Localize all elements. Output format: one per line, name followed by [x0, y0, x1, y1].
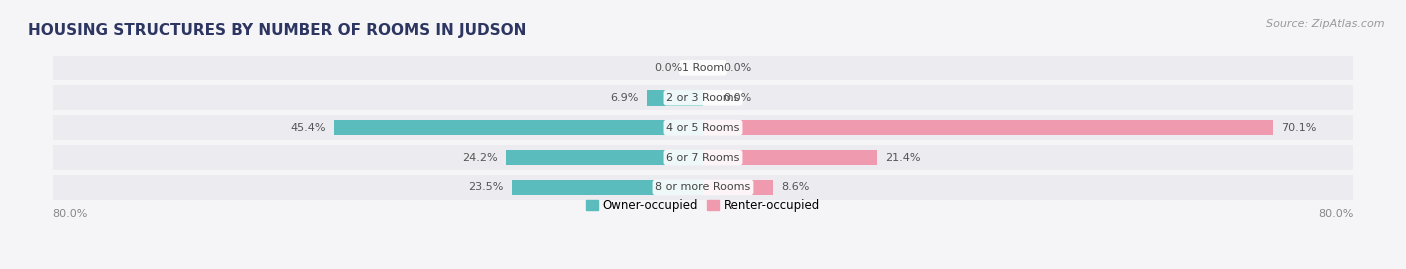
Text: 4 or 5 Rooms: 4 or 5 Rooms — [666, 123, 740, 133]
Bar — [52, 175, 1354, 200]
Bar — [52, 115, 1354, 140]
Text: 80.0%: 80.0% — [52, 209, 89, 219]
Bar — [512, 180, 703, 195]
Text: HOUSING STRUCTURES BY NUMBER OF ROOMS IN JUDSON: HOUSING STRUCTURES BY NUMBER OF ROOMS IN… — [28, 23, 526, 38]
Text: 6 or 7 Rooms: 6 or 7 Rooms — [666, 153, 740, 162]
Bar — [52, 86, 1354, 110]
Text: 8 or more Rooms: 8 or more Rooms — [655, 182, 751, 192]
Text: 23.5%: 23.5% — [468, 182, 503, 192]
Bar — [647, 90, 703, 105]
Text: 24.2%: 24.2% — [463, 153, 498, 162]
Text: 1 Room: 1 Room — [682, 63, 724, 73]
Text: 45.4%: 45.4% — [290, 123, 326, 133]
Text: 2 or 3 Rooms: 2 or 3 Rooms — [666, 93, 740, 103]
Text: 0.0%: 0.0% — [723, 63, 752, 73]
Text: 0.0%: 0.0% — [723, 93, 752, 103]
Bar — [52, 56, 1354, 80]
Bar — [333, 120, 703, 135]
Bar — [703, 150, 877, 165]
Bar — [506, 150, 703, 165]
Text: 6.9%: 6.9% — [610, 93, 638, 103]
Bar — [703, 120, 1272, 135]
Text: 70.1%: 70.1% — [1281, 123, 1316, 133]
Legend: Owner-occupied, Renter-occupied: Owner-occupied, Renter-occupied — [586, 199, 820, 212]
Text: 8.6%: 8.6% — [782, 182, 810, 192]
Text: 21.4%: 21.4% — [886, 153, 921, 162]
Bar — [52, 145, 1354, 170]
Text: 80.0%: 80.0% — [1317, 209, 1354, 219]
Bar — [703, 180, 773, 195]
Text: Source: ZipAtlas.com: Source: ZipAtlas.com — [1267, 19, 1385, 29]
Text: 0.0%: 0.0% — [654, 63, 683, 73]
